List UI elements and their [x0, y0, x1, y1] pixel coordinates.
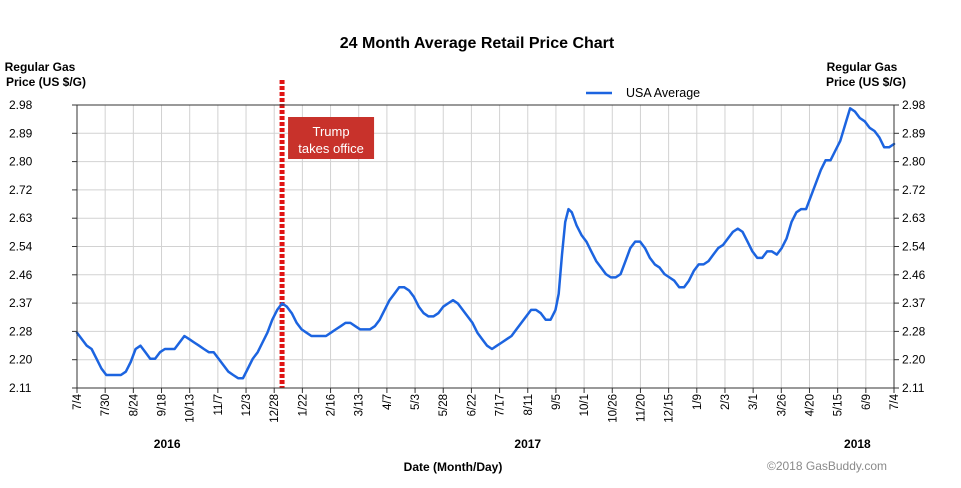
y-tick-label-right: 2.11 [902, 381, 925, 395]
y-tick-label-left: 2.98 [9, 98, 33, 112]
y-axis-title-right-line2: Price (US $/G) [826, 75, 906, 89]
y-axis-title-left-line1: Regular Gas [5, 60, 76, 74]
x-tick-label: 12/3 [241, 394, 253, 416]
x-tick-label: 3/13 [354, 394, 366, 416]
y-tick-label-left: 2.20 [9, 353, 33, 367]
year-label: 2017 [514, 437, 541, 451]
chart-title: 24 Month Average Retail Price Chart [340, 35, 615, 52]
x-tick-label: 9/18 [157, 394, 169, 416]
y-axis-title-right-line1: Regular Gas [827, 60, 898, 74]
year-labels: 2016 2017 2018 [154, 437, 871, 451]
year-label: 2018 [844, 437, 871, 451]
x-tick-label: 12/28 [269, 394, 281, 423]
x-tick-label: 10/1 [579, 394, 591, 416]
series-layer [75, 107, 896, 380]
annotation-box [288, 117, 375, 159]
y-ticks-left: 2.98 2.89 2.80 2.72 2.63 2.54 2.46 2.37 2.28 2.20… [9, 98, 77, 395]
x-axis-title: Date (Month/Day) [404, 460, 503, 474]
y-tick-label-left: 2.72 [9, 183, 33, 197]
y-tick-label-left: 2.11 [9, 381, 32, 395]
x-tick-label: 6/22 [466, 394, 478, 416]
y-tick-label-right: 2.28 [902, 324, 926, 338]
x-tick-label: 6/9 [861, 394, 873, 410]
x-tick-label: 5/28 [438, 394, 450, 416]
y-tick-label-left: 2.80 [9, 155, 33, 169]
y-tick-label-right: 2.63 [902, 211, 926, 225]
year-label: 2016 [154, 437, 181, 451]
x-tick-label: 7/30 [100, 394, 112, 416]
y-ticks-right: 2.98 2.89 2.80 2.72 2.63 2.54 2.46 2.37 2.28 2.20… [894, 98, 926, 395]
annotation-text: Trump [313, 124, 350, 139]
series-line-usa-average [75, 107, 896, 380]
y-tick-label-left: 2.37 [9, 296, 33, 310]
y-tick-label-right: 2.54 [902, 240, 926, 254]
y-tick-label-right: 2.20 [902, 353, 926, 367]
x-tick-label: 8/24 [128, 393, 140, 416]
x-tick-label: 3/1 [748, 394, 760, 410]
trump-annotation: Trump takes office [279, 80, 375, 388]
y-tick-label-right: 2.37 [902, 296, 926, 310]
x-tick-label: 11/20 [635, 394, 647, 422]
y-tick-label-left: 2.54 [9, 240, 33, 254]
x-tick-label: 9/5 [551, 394, 563, 410]
x-tick-label: 3/26 [776, 394, 788, 416]
x-tick-label: 1/9 [692, 394, 704, 410]
y-tick-label-right: 2.46 [902, 268, 926, 282]
y-tick-label-left: 2.63 [9, 211, 33, 225]
y-tick-label-right: 2.72 [902, 183, 926, 197]
x-tick-label: 7/17 [495, 394, 507, 416]
x-tick-label: 4/7 [382, 394, 394, 410]
x-tick-label: 4/20 [804, 394, 816, 416]
x-tick-label: 2/3 [720, 394, 732, 410]
x-tick-label: 10/13 [185, 394, 197, 423]
y-axis-title-left-line2: Price (US $/G) [6, 75, 86, 89]
y-tick-label-left: 2.28 [9, 324, 33, 338]
x-tick-label: 7/4 [72, 393, 84, 410]
x-tick-label: 1/22 [297, 394, 309, 416]
legend-label-usa-average: USA Average [626, 86, 700, 100]
x-tick-label: 8/11 [523, 394, 535, 416]
x-tick-label: 10/26 [607, 394, 619, 423]
y-tick-label-left: 2.89 [9, 126, 33, 140]
x-tick-label: 7/4 [889, 393, 901, 410]
y-axis-title-right: Regular Gas Price (US $/G) [826, 60, 906, 89]
legend: USA Average [586, 86, 700, 100]
plot-frame [76, 104, 895, 389]
y-axis-title-left: Regular Gas Price (US $/G) [5, 60, 86, 89]
x-tick-label: 11/7 [213, 394, 225, 416]
y-tick-label-right: 2.89 [902, 126, 926, 140]
copyright-text: ©2018 GasBuddy.com [767, 459, 887, 473]
x-ticks: 7/4 7/30 8/24 9/18 10/13 11/7 12/3 12/28 1/22 2/1… [72, 388, 901, 423]
x-tick-label: 5/15 [833, 394, 845, 416]
y-tick-label-right: 2.80 [902, 155, 926, 169]
y-tick-label-left: 2.46 [9, 268, 33, 282]
y-tick-label-right: 2.98 [902, 98, 926, 112]
x-tick-label: 2/16 [326, 394, 338, 416]
x-tick-label: 5/3 [410, 394, 422, 410]
x-tick-label: 12/15 [664, 394, 676, 423]
annotation-text: takes office [298, 141, 364, 156]
